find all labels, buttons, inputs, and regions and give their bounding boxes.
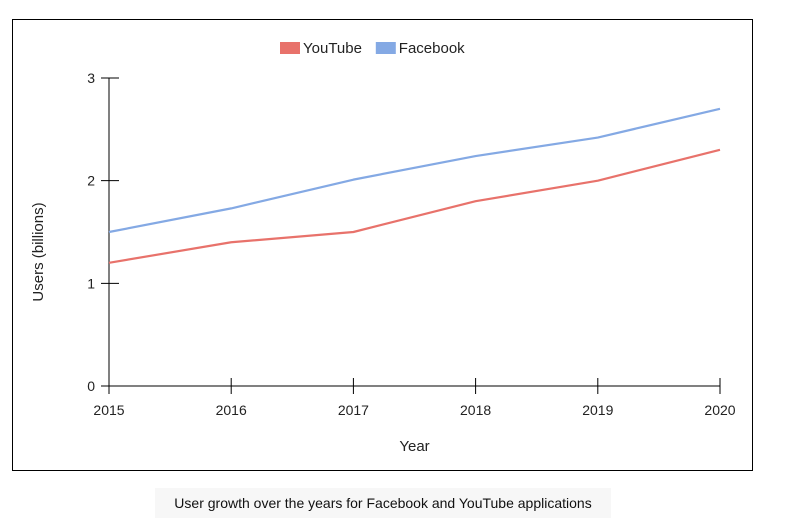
y-axis-title: Users (billions) [30,202,47,301]
x-tick-label: 2020 [704,402,735,418]
legend-swatch-youtube [280,42,300,54]
x-tick-label: 2018 [460,402,491,418]
x-tick-label: 2019 [582,402,613,418]
series-line-youtube [108,148,721,264]
y-tick-label: 0 [87,378,95,394]
x-tick-label: 2015 [93,402,124,418]
chart-frame: 0 1 2 3 2015 2016 2017 2018 2019 2020 Year Users (b… [12,19,753,471]
x-tick-label: 2016 [216,402,247,418]
legend-label-facebook: Facebook [399,40,465,57]
series-line-facebook [108,107,721,234]
y-tick-label: 3 [87,70,95,86]
x-axis-title: Year [399,438,429,455]
y-tick-label: 1 [87,275,95,291]
line-chart: 0 1 2 3 2015 2016 2017 2018 2019 2020 Year Users (b… [30,40,736,455]
legend-swatch-facebook [375,42,396,54]
y-tick-label: 2 [87,173,95,189]
chart-caption: User growth over the years for Facebook … [155,488,611,518]
x-tick-label: 2017 [338,402,369,418]
legend-label-youtube: YouTube [303,40,362,57]
